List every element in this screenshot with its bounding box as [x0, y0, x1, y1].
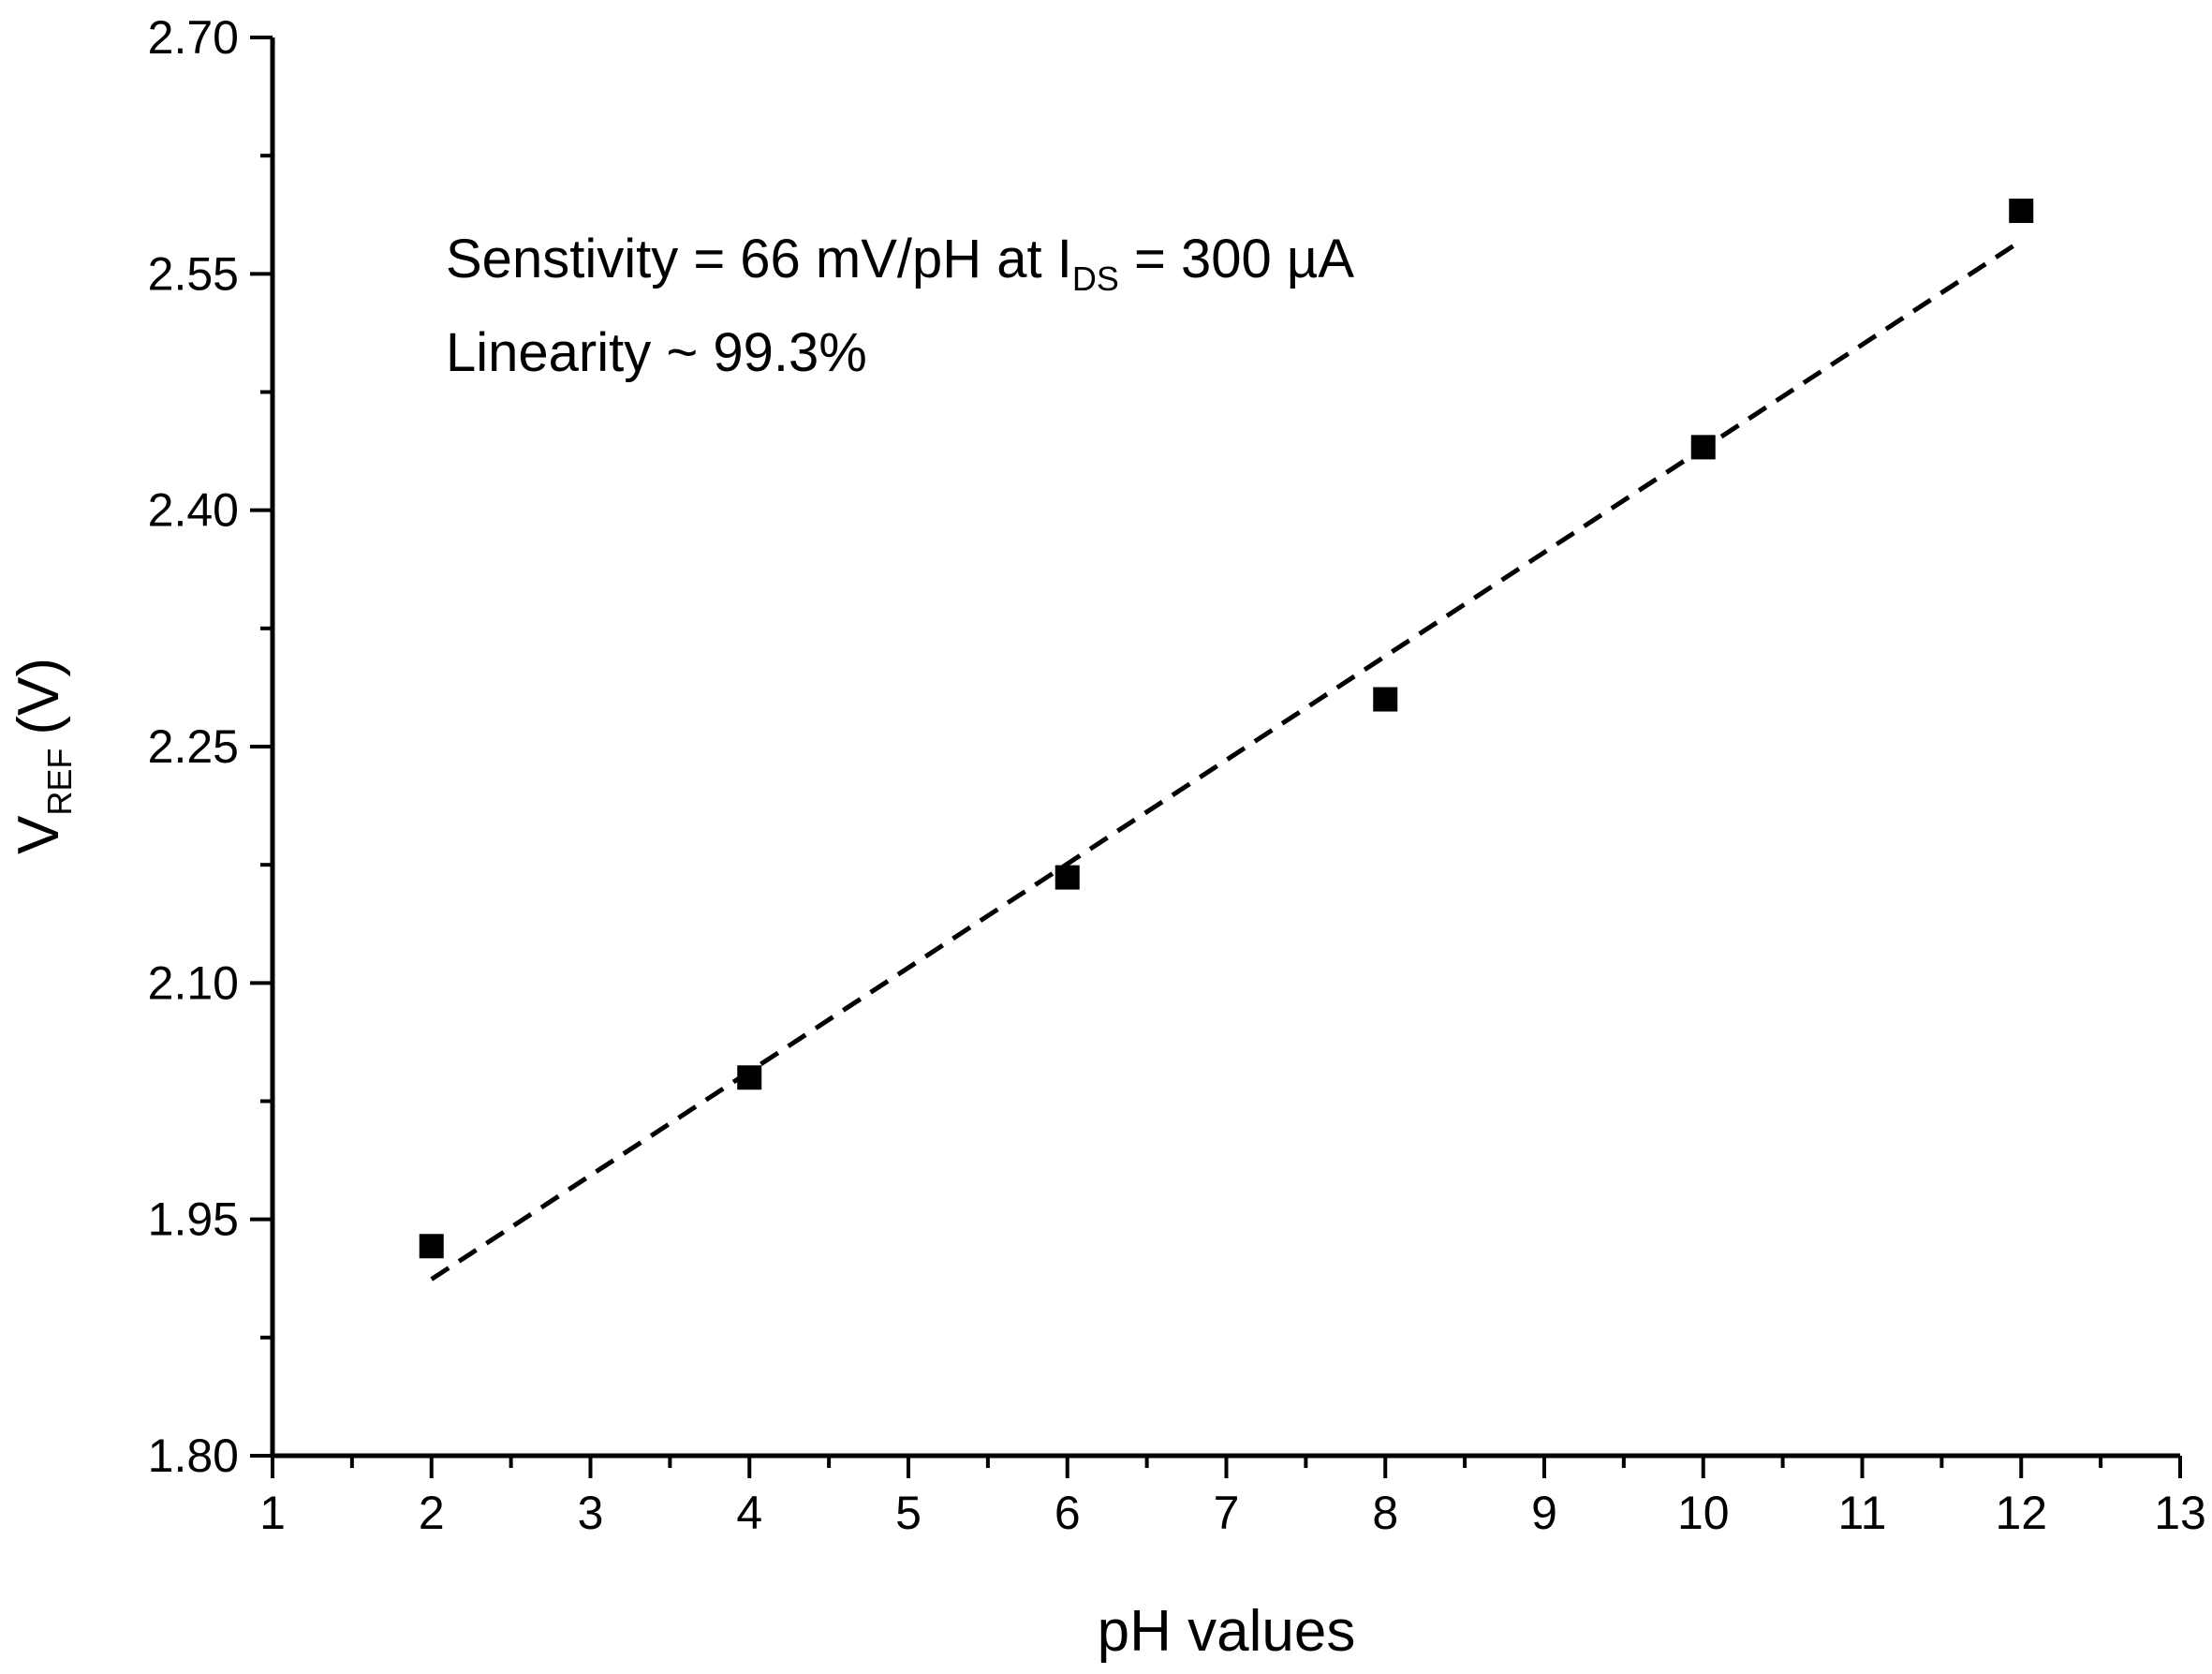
x-tick-label: 12 [1995, 1487, 2047, 1539]
y-axis-title-main: V [7, 815, 71, 854]
x-tick-label: 2 [419, 1487, 445, 1539]
x-tick-label: 10 [1677, 1487, 1730, 1539]
y-tick-label: 2.10 [148, 956, 239, 1009]
x-axis-title: pH values [1098, 1599, 1356, 1664]
annotation-linearity: Linearity ~ 99.3% [446, 322, 867, 383]
data-point [737, 1065, 762, 1090]
x-tick-label: 8 [1372, 1487, 1398, 1539]
y-axis-title: VREF (V) [7, 658, 79, 854]
y-axis-title-sub: REF [40, 748, 79, 816]
y-tick-label: 2.25 [148, 720, 239, 773]
x-axis-ticks: 1 2 3 4 5 6 7 8 9 10 11 12 13 [259, 1456, 2206, 1539]
x-tick-label: 13 [2154, 1487, 2206, 1539]
data-point [1054, 865, 1080, 890]
annotation-sensitivity-suffix: = 300 µA [1119, 229, 1354, 289]
x-tick-label: 5 [895, 1487, 922, 1539]
x-tick-label: 4 [736, 1487, 762, 1539]
x-tick-label: 11 [1838, 1487, 1887, 1539]
data-point [1373, 687, 1398, 712]
y-tick-label: 2.55 [148, 247, 239, 300]
data-points [419, 199, 2034, 1259]
x-tick-label: 9 [1531, 1487, 1557, 1539]
annotation-sensitivity: Senstivity = 66 mV/pH at IDS = 300 µA [446, 229, 1354, 298]
data-point [1690, 435, 1716, 460]
y-axis-ticks: 1.80 1.95 2.10 2.25 2.40 2.55 2.70 [148, 11, 273, 1482]
y-tick-label: 2.70 [148, 11, 239, 64]
y-axis-title-unit: (V) [7, 658, 71, 735]
data-point [2009, 199, 2034, 224]
fit-line-group [430, 238, 2023, 1281]
y-tick-label: 1.95 [148, 1193, 239, 1246]
data-point [419, 1234, 444, 1259]
fit-line [430, 238, 2023, 1281]
y-tick-label: 1.80 [148, 1430, 239, 1482]
y-tick-label: 2.40 [148, 484, 239, 537]
x-tick-label: 1 [259, 1487, 286, 1539]
x-tick-label: 3 [578, 1487, 604, 1539]
x-tick-label: 6 [1054, 1487, 1081, 1539]
x-tick-label: 7 [1214, 1487, 1240, 1539]
annotation-sensitivity-sub: DS [1072, 259, 1119, 298]
annotation-sensitivity-prefix: Senstivity = 66 mV/pH at I [446, 229, 1072, 289]
